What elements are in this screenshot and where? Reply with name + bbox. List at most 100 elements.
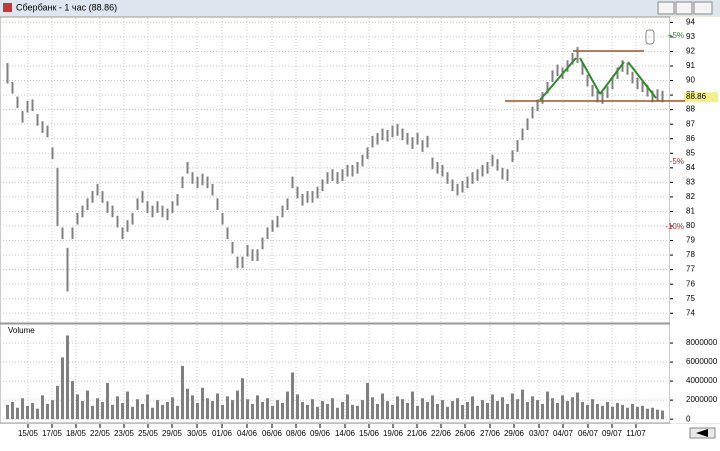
volume-bar (506, 403, 509, 420)
price-bar (126, 220, 129, 232)
minimize-button[interactable] (657, 1, 675, 15)
price-bar (621, 60, 624, 72)
y-tick-label: 79 (686, 236, 695, 245)
price-bar (171, 201, 174, 213)
volume-bar (636, 406, 639, 420)
price-bar (156, 201, 159, 213)
x-tick-label: 03/07 (529, 429, 550, 438)
price-bar (381, 128, 384, 141)
price-bar (91, 191, 94, 203)
y-tick-label: 90 (686, 76, 695, 85)
volume-bar (396, 396, 399, 420)
volume-bar (631, 403, 634, 420)
close-button[interactable] (693, 1, 713, 15)
price-bar (316, 186, 319, 199)
price-bar (26, 100, 29, 113)
percent-annotation: -5% (670, 157, 684, 166)
price-bar (106, 201, 109, 213)
price-bar (456, 183, 459, 196)
volume-bar (581, 402, 584, 420)
x-tick-label: 06/06 (262, 429, 283, 438)
volume-label: Volume (8, 326, 35, 335)
price-bar (481, 164, 484, 177)
y-tick-label: 91 (686, 61, 695, 70)
price-bar (86, 198, 89, 210)
y-tick-label: 84 (686, 163, 695, 172)
volume-bar (186, 388, 189, 420)
price-bar (651, 90, 654, 103)
volume-bar (516, 399, 519, 420)
volume-bar (331, 398, 334, 420)
price-bar (391, 125, 394, 138)
price-bar (121, 227, 124, 240)
y-tick-label: 80 (686, 221, 695, 230)
volume-bar (466, 402, 469, 420)
volume-bar (616, 402, 619, 420)
volume-bar (411, 391, 414, 420)
volume-bar (96, 398, 99, 420)
price-bar (616, 67, 619, 80)
volume-bar (416, 405, 419, 420)
scale-icon[interactable] (645, 29, 655, 45)
volume-bar (201, 387, 204, 420)
price-bar (176, 194, 179, 206)
y-tick-label: 75 (686, 294, 695, 303)
volume-bar (421, 398, 424, 420)
x-tick-label: 17/05 (42, 429, 63, 438)
price-bar (491, 154, 494, 167)
volume-bar (471, 396, 474, 420)
price-bar (371, 135, 374, 148)
volume-bar (31, 402, 34, 420)
price-bar (636, 77, 639, 90)
y-tick-label: 94 (686, 17, 695, 26)
volume-bar (646, 408, 649, 420)
volume-bar (101, 402, 104, 420)
volume-bar (36, 408, 39, 420)
price-bar (356, 162, 359, 174)
price-bar (531, 106, 534, 119)
price-bar (266, 227, 269, 240)
volume-bar (476, 405, 479, 420)
price-bar (516, 140, 519, 152)
volume-bar (256, 395, 259, 420)
volume-bar (501, 397, 504, 420)
volume-bar (456, 398, 459, 420)
price-bar (626, 63, 629, 75)
price-bar (321, 179, 324, 192)
volume-bar (126, 391, 129, 420)
maximize-button[interactable] (675, 1, 693, 15)
price-bar (556, 64, 559, 77)
x-tick-label: 26/06 (455, 429, 476, 438)
volume-bar (271, 405, 274, 420)
y-tick-label: 76 (686, 279, 695, 288)
volume-bar (661, 410, 664, 420)
volume-bar (606, 402, 609, 420)
price-bar (16, 96, 19, 109)
x-tick-label: 15/06 (359, 429, 380, 438)
volume-bar (486, 402, 489, 420)
price-bar (161, 205, 164, 218)
volume-bar (116, 396, 119, 420)
volume-bar (181, 365, 184, 420)
price-bar (186, 162, 189, 174)
x-tick-label: 18/05 (66, 429, 87, 438)
volume-bar (226, 396, 229, 420)
percent-annotation: +5% (668, 31, 684, 40)
y-tick-label: 85 (686, 148, 695, 157)
price-bar (471, 172, 474, 184)
volume-bar (206, 398, 209, 420)
window-buttons[interactable] (657, 1, 713, 15)
price-bar (386, 130, 389, 142)
volume-bar (276, 400, 279, 420)
volume-bar (246, 399, 249, 420)
price-bar (146, 201, 149, 213)
axis-panel (670, 17, 720, 423)
volume-bar (426, 402, 429, 420)
volume-bar (106, 383, 109, 420)
price-bar (576, 47, 579, 64)
price-bar (441, 164, 444, 177)
price-bar (361, 154, 364, 167)
volume-bar (511, 393, 514, 420)
x-tick-label: 29/05 (162, 429, 183, 438)
volume-bar (326, 403, 329, 420)
